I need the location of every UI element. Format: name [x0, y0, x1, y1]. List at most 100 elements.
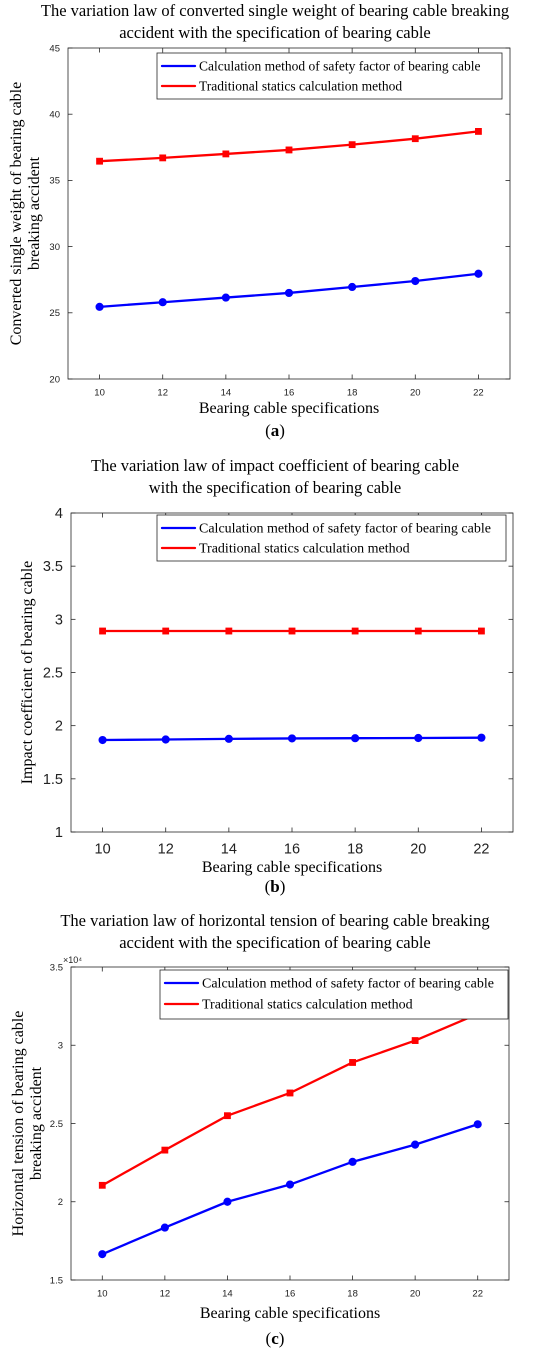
series-marker — [411, 1140, 420, 1149]
caption-close-paren: ) — [278, 1329, 285, 1348]
chart-title-line-2: accident with the specification of beari… — [119, 933, 431, 952]
x-tick-label: 18 — [347, 388, 358, 399]
panel-caption-a: (a) — [0, 420, 550, 442]
y-tick-label: 3 — [55, 612, 63, 628]
chart-title: The variation law of converted single we… — [0, 0, 550, 44]
series-marker — [221, 293, 230, 302]
chart-panel-c: The variation law of horizontal tension … — [0, 910, 550, 1363]
y-tick-label: 2.5 — [50, 1119, 63, 1130]
series-marker — [96, 157, 103, 165]
series-marker — [98, 1250, 107, 1259]
legend-label: Traditional statics calculation method — [202, 998, 413, 1013]
series-marker — [474, 269, 483, 278]
series-marker — [478, 627, 485, 635]
series-marker — [348, 141, 356, 149]
chart-title-line-2: with the specification of bearing cable — [148, 478, 402, 497]
legend-label: Calculation method of safety factor of b… — [202, 977, 494, 992]
legend-box — [156, 514, 507, 562]
series-marker — [414, 733, 423, 743]
x-axis-label: Bearing cable specifications — [199, 400, 379, 417]
series-marker — [348, 1157, 357, 1166]
y-axis-label-line: Impact coefficient of bearing cable — [19, 561, 36, 785]
caption-close-paren: ) — [279, 421, 285, 440]
y-tick-label: 1 — [55, 825, 63, 841]
legend-label: Traditional statics calculation method — [199, 542, 410, 557]
y-tick-label: 35 — [49, 176, 60, 187]
x-tick-label: 12 — [158, 842, 174, 858]
plot-area — [70, 512, 514, 833]
series-marker — [285, 1180, 295, 1189]
y-axis-label: Horizontal tension of bearing cablebreak… — [10, 1011, 45, 1237]
y-tick-label: 45 — [49, 43, 60, 54]
y-tick-label: 20 — [49, 374, 60, 385]
x-axis-label: Bearing cable specifications — [200, 1305, 380, 1322]
series-marker — [411, 135, 419, 143]
series-marker — [161, 735, 170, 744]
series-marker — [224, 734, 233, 743]
y-exponent-label: ×10⁴ — [63, 955, 82, 965]
y-tick-label: 2 — [58, 1197, 63, 1208]
y-tick-label: 3 — [58, 1041, 63, 1052]
legend-box — [156, 52, 503, 100]
x-tick-label: 20 — [410, 1289, 421, 1300]
caption-close-paren: ) — [279, 877, 286, 896]
x-tick-label: 22 — [472, 1289, 483, 1300]
x-tick-label: 20 — [410, 388, 421, 399]
x-axis-label: Bearing cable specifications — [202, 859, 382, 876]
chart-title-line-1: The variation law of converted single we… — [40, 1, 510, 20]
series-marker — [414, 627, 422, 635]
series-marker — [285, 146, 293, 154]
legend-label: Calculation method of safety factor of b… — [199, 522, 491, 537]
caption-open-paren: ( — [265, 421, 271, 440]
x-tick-label: 18 — [347, 842, 363, 858]
x-tick-label: 22 — [473, 388, 484, 399]
series-marker — [349, 1059, 356, 1066]
y-axis-label-line: breaking accident — [26, 156, 43, 270]
series-marker — [287, 734, 297, 743]
series-marker — [475, 128, 482, 135]
plot-area — [67, 47, 511, 380]
series-marker — [98, 735, 107, 745]
x-tick-label: 10 — [95, 842, 111, 858]
chart-title: The variation law of horizontal tension … — [0, 910, 550, 954]
series-marker — [473, 1120, 482, 1129]
x-tick-label: 12 — [160, 1289, 171, 1300]
caption-letter: c — [271, 1329, 279, 1348]
caption-open-paren: ( — [264, 877, 271, 896]
x-tick-label: 18 — [347, 1289, 358, 1300]
series-marker — [98, 1181, 106, 1189]
series-marker — [286, 1089, 294, 1097]
series-marker — [222, 150, 230, 158]
series-marker — [411, 1037, 419, 1044]
x-tick-label: 16 — [284, 842, 300, 858]
series-marker — [477, 733, 486, 742]
series-marker — [348, 282, 357, 292]
series-marker — [351, 734, 360, 743]
y-tick-label: 2.5 — [43, 666, 63, 682]
x-tick-label: 14 — [221, 842, 237, 858]
chart-c-svg: 10 12 14 16 18 20 22 1.5 2 2.5 3 3.5×10⁴ Bearing cab… — [10, 955, 510, 1322]
chart-title-line-1: The variation law of horizontal tension … — [60, 911, 490, 930]
chart-title: The variation law of impact coefficient … — [0, 455, 550, 499]
y-tick-label: 1.5 — [50, 1275, 63, 1286]
x-tick-label: 22 — [473, 842, 489, 858]
x-tick-label: 10 — [94, 388, 105, 399]
legend-label: Calculation method of safety factor of b… — [199, 59, 481, 74]
caption-open-paren: ( — [265, 1329, 272, 1348]
chart-panel-b: The variation law of impact coefficient … — [0, 455, 550, 910]
chart-a-svg: 10 12 14 16 18 20 22 20 25 30 35 40 45 Bearing cable … — [8, 43, 511, 417]
series-marker — [411, 276, 420, 286]
y-axis-label: Converted single weight of bearing cable… — [8, 82, 43, 345]
y-tick-label: 2 — [55, 719, 63, 735]
legend-box — [159, 969, 509, 1020]
y-axis-label-line: Converted single weight of bearing cable — [8, 82, 25, 345]
panel-caption-b: (b) — [0, 876, 550, 898]
x-tick-label: 20 — [410, 842, 426, 858]
panel-caption-c: (c) — [0, 1328, 550, 1350]
series-marker — [158, 298, 167, 307]
y-tick-label: 3.5 — [43, 559, 63, 575]
y-tick-label: 30 — [49, 242, 60, 253]
series-marker — [99, 627, 106, 635]
y-tick-label: 4 — [55, 506, 63, 522]
series-marker — [225, 627, 233, 635]
